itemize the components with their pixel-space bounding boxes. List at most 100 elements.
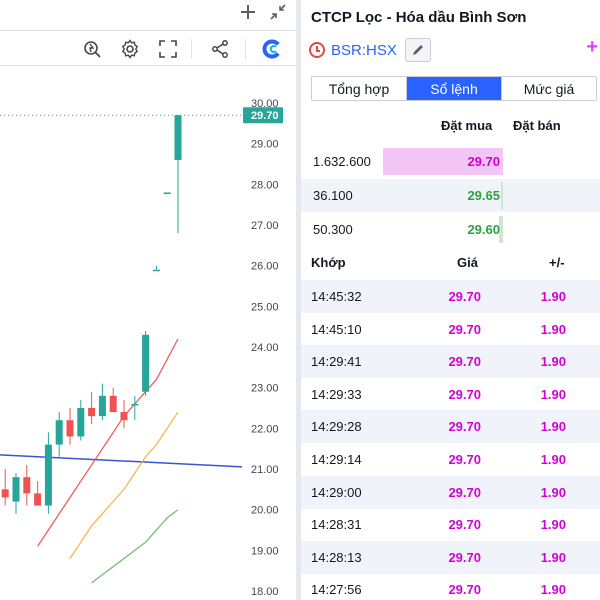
trade-price: 29.70 bbox=[448, 354, 481, 370]
trade-row: 14:45:10 29.70 1.90 bbox=[301, 313, 600, 346]
price-axis-label: 29.00 bbox=[251, 139, 279, 151]
trade-change: 1.90 bbox=[540, 517, 566, 533]
trade-time: 14:29:28 bbox=[311, 419, 362, 435]
plus-icon[interactable] bbox=[240, 4, 256, 25]
trade-price: 29.70 bbox=[448, 549, 481, 565]
bid-price[interactable]: 29.65 bbox=[467, 188, 500, 203]
trade-row: 14:29:41 29.70 1.90 bbox=[301, 345, 600, 379]
candle-body bbox=[34, 493, 42, 506]
ticker-code[interactable]: BSR:HSX bbox=[331, 41, 397, 59]
candle-body bbox=[174, 115, 182, 160]
candle-body bbox=[98, 395, 106, 417]
candle-body bbox=[1, 489, 9, 498]
order-book-row: 36.100 29.65 bbox=[301, 179, 600, 212]
trade-change: 1.90 bbox=[540, 354, 566, 370]
trade-time: 14:45:10 bbox=[311, 321, 362, 337]
ticker-row: BSR:HSX bbox=[309, 37, 431, 63]
bid-header: Đặt mua bbox=[441, 118, 493, 133]
tab-order-book[interactable]: Sổ lệnh bbox=[407, 77, 502, 100]
candle-body bbox=[23, 477, 31, 494]
candle-body bbox=[131, 403, 139, 406]
candle-body bbox=[66, 420, 74, 437]
trade-row: 14:28:31 29.70 1.90 bbox=[301, 508, 600, 541]
order-volume: 36.100 bbox=[313, 188, 353, 203]
order-volume: 50.300 bbox=[313, 222, 353, 237]
trade-change: 1.90 bbox=[540, 484, 566, 500]
price-axis-label: 20.00 bbox=[251, 505, 279, 517]
trade-time: 14:29:14 bbox=[311, 452, 362, 467]
price-axis-label: 22.00 bbox=[251, 423, 279, 435]
pane-divider[interactable] bbox=[296, 0, 301, 600]
collapse-icon[interactable] bbox=[270, 4, 286, 25]
order-book-row: 1.632.600 29.70 bbox=[301, 145, 600, 178]
order-book-row: 50.300 29.60 bbox=[301, 213, 600, 246]
chart-pane[interactable]: 30.00 29.00 28.00 27.00 26.00 25.00 24.00 23.00… bbox=[0, 0, 296, 600]
trade-change: 1.90 bbox=[540, 419, 566, 435]
trade-price: 29.70 bbox=[448, 582, 481, 598]
brand-logo-icon[interactable] bbox=[260, 37, 284, 61]
trend-line bbox=[0, 454, 243, 468]
price-axis-label: 19.00 bbox=[251, 545, 279, 557]
trade-row: 14:29:00 29.70 1.90 bbox=[301, 475, 600, 509]
trade-row: 14:27:56 29.70 1.90 bbox=[301, 573, 600, 600]
time-header: Khớp bbox=[311, 255, 346, 270]
share-icon[interactable] bbox=[208, 37, 232, 61]
price-chart[interactable]: 30.00 29.00 28.00 27.00 26.00 25.00 24.00 23.00… bbox=[0, 66, 296, 600]
ma-line-orange bbox=[69, 411, 179, 559]
trade-time: 14:28:31 bbox=[311, 517, 362, 533]
fullscreen-icon[interactable] bbox=[156, 37, 180, 61]
trade-log-header: Khớp Giá +/- bbox=[301, 255, 600, 275]
price-axis-label: 21.00 bbox=[251, 464, 279, 476]
pencil-icon bbox=[412, 45, 423, 55]
last-price-label: 29.70 bbox=[251, 110, 279, 122]
price-axis-label: 30.00 bbox=[251, 98, 279, 110]
order-volume-bar bbox=[499, 216, 503, 243]
bid-price[interactable]: 29.60 bbox=[467, 222, 500, 237]
price-axis-label: 18.00 bbox=[251, 586, 279, 598]
candle-body bbox=[163, 192, 171, 194]
candle-body bbox=[44, 444, 52, 506]
price-axis-label: 28.00 bbox=[251, 179, 279, 191]
order-volume: 1.632.600 bbox=[313, 154, 371, 169]
trade-time: 14:45:32 bbox=[311, 289, 362, 304]
trade-change: 1.90 bbox=[540, 289, 566, 304]
add-icon[interactable]: + bbox=[586, 36, 598, 58]
bid-price[interactable]: 29.70 bbox=[467, 154, 500, 169]
ma-line-red bbox=[37, 338, 179, 547]
trade-price: 29.70 bbox=[448, 419, 481, 435]
price-axis-label: 26.00 bbox=[251, 261, 279, 273]
replay-icon[interactable] bbox=[80, 37, 104, 61]
toolbar-separator bbox=[245, 39, 246, 59]
chart-top-strip bbox=[0, 0, 296, 30]
trade-price: 29.70 bbox=[448, 517, 481, 533]
trade-row: 14:28:13 29.70 1.90 bbox=[301, 540, 600, 574]
trade-row: 14:29:14 29.70 1.90 bbox=[301, 443, 600, 476]
tab-summary[interactable]: Tổng hợp bbox=[312, 77, 407, 100]
stock-title: CTCP Lọc - Hóa dầu Bình Sơn bbox=[311, 9, 527, 26]
price-axis-label: 24.00 bbox=[251, 342, 279, 354]
candle-body bbox=[77, 408, 85, 437]
trade-row: 14:29:28 29.70 1.90 bbox=[301, 410, 600, 444]
trade-change: 1.90 bbox=[540, 582, 566, 598]
order-book-header: Đặt mua Đặt bán bbox=[301, 118, 600, 138]
order-volume-bar bbox=[383, 148, 503, 175]
ask-header: Đặt bán bbox=[513, 118, 561, 133]
trade-change: 1.90 bbox=[540, 549, 566, 565]
trade-time: 14:27:56 bbox=[311, 582, 362, 598]
tab-bar: Tổng hợp Sổ lệnh Mức giá bbox=[311, 76, 597, 101]
price-axis-label: 27.00 bbox=[251, 220, 279, 232]
tab-price-levels[interactable]: Mức giá bbox=[502, 77, 596, 100]
trade-time: 14:29:33 bbox=[311, 386, 362, 402]
candle-body bbox=[142, 334, 150, 392]
edit-button[interactable] bbox=[404, 38, 431, 62]
candle-body bbox=[109, 395, 117, 413]
settings-icon[interactable] bbox=[118, 37, 142, 61]
candle-body bbox=[120, 412, 128, 421]
trade-price: 29.70 bbox=[448, 484, 481, 500]
trade-price: 29.70 bbox=[448, 321, 481, 337]
trade-change: 1.90 bbox=[540, 386, 566, 402]
trade-price: 29.70 bbox=[448, 386, 481, 402]
price-axis-label: 25.00 bbox=[251, 301, 279, 313]
candle-body bbox=[55, 420, 63, 445]
price-axis-label: 23.00 bbox=[251, 383, 279, 395]
